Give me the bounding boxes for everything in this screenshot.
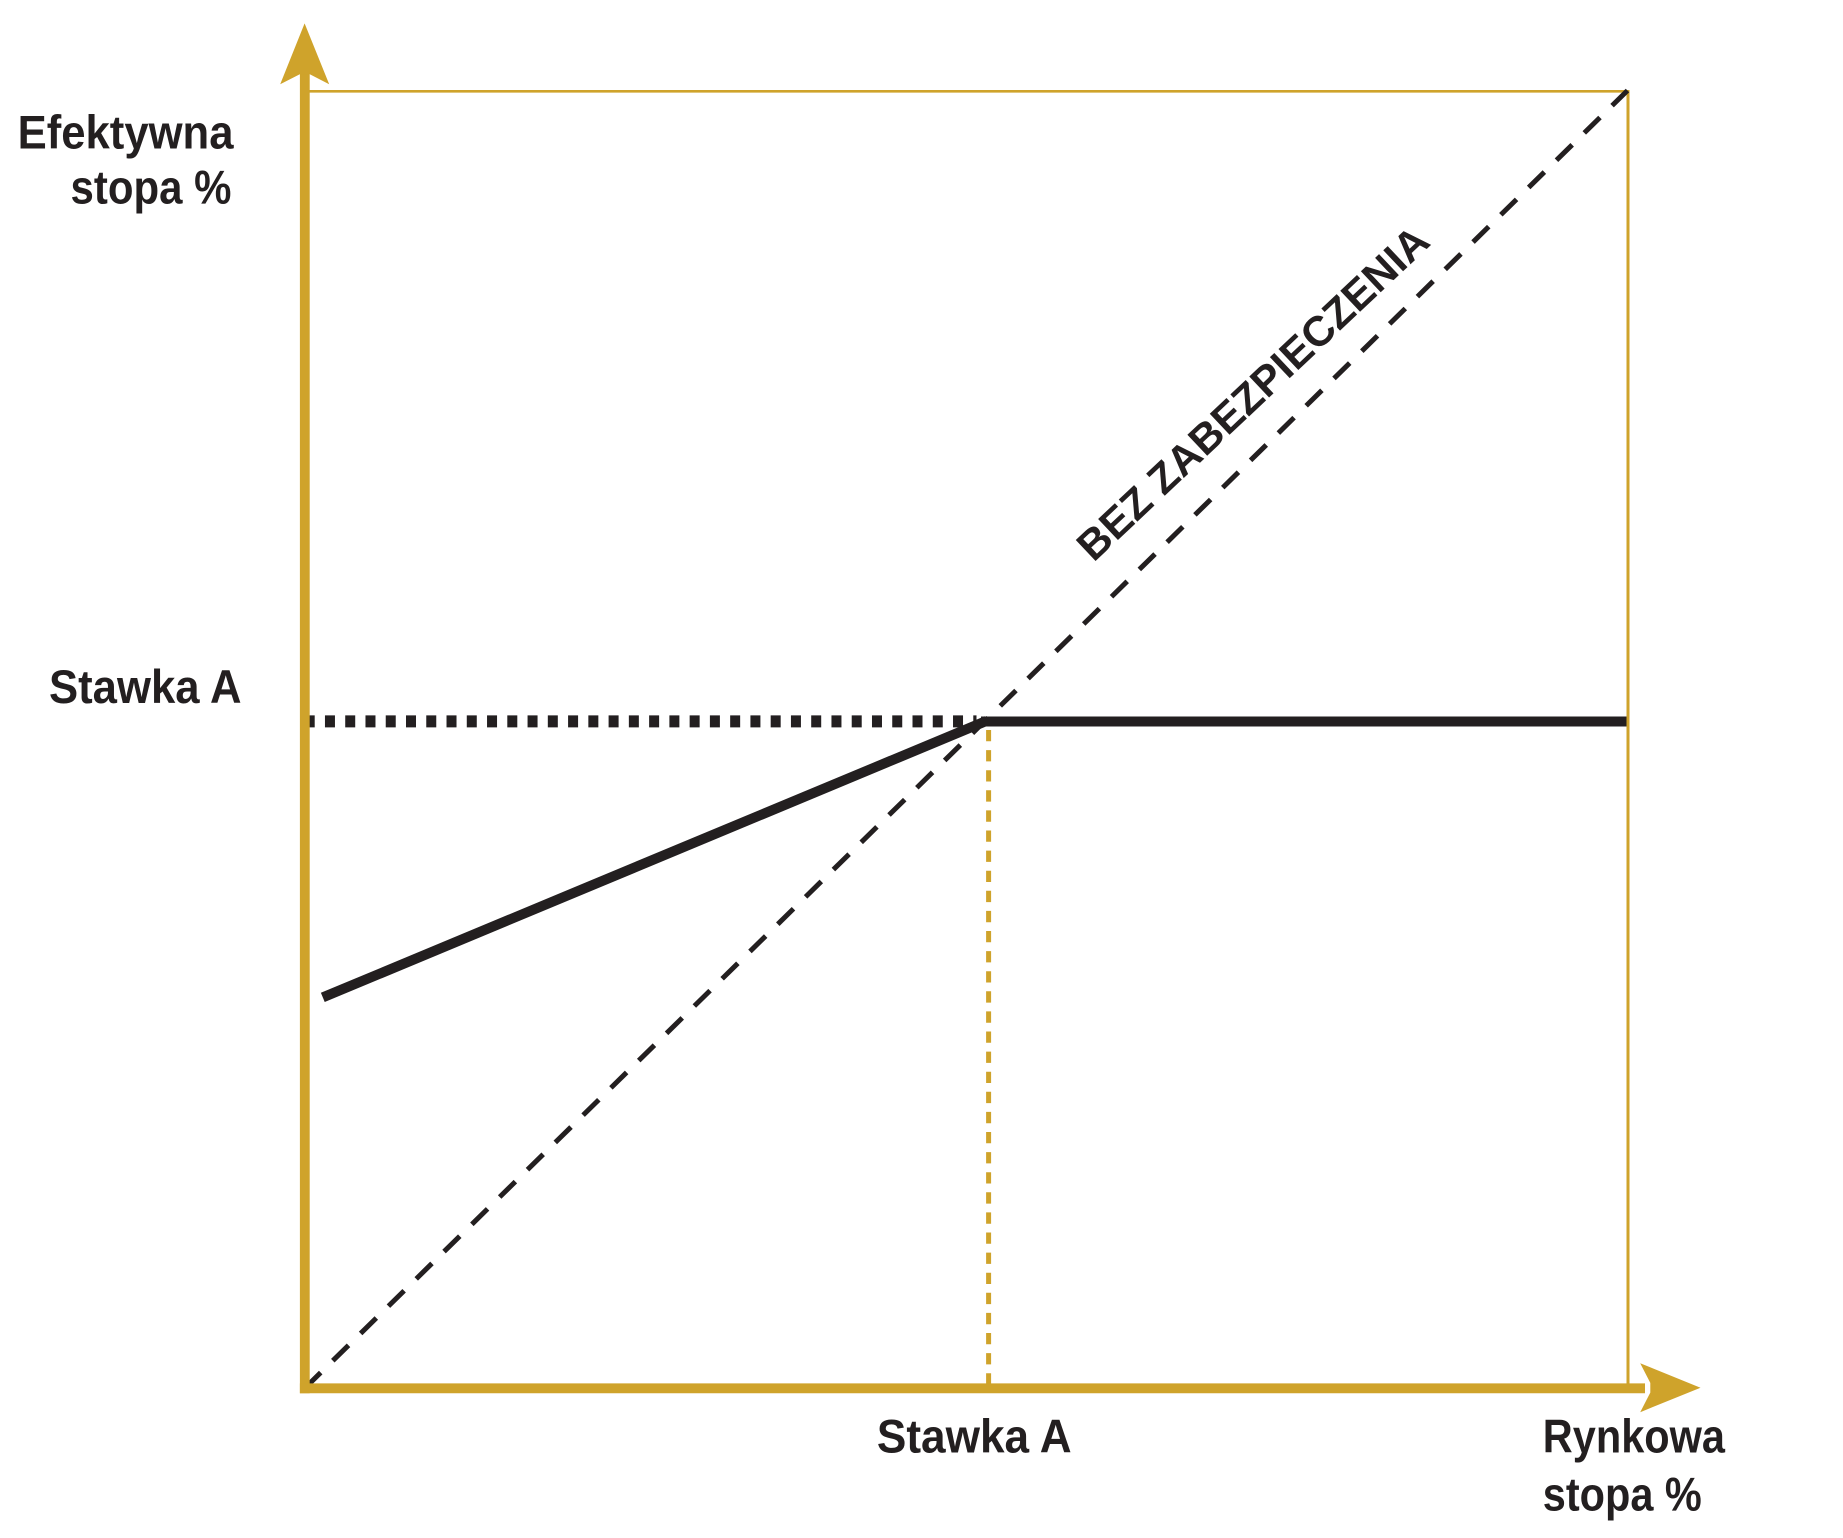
svg-text:Stawka A: Stawka A bbox=[49, 661, 242, 714]
svg-text:Efektywna: Efektywna bbox=[18, 107, 234, 160]
svg-text:Rynkowa: Rynkowa bbox=[1543, 1411, 1726, 1464]
svg-text:Stawka A: Stawka A bbox=[877, 1410, 1072, 1463]
svg-text:stopa %: stopa % bbox=[71, 162, 232, 215]
svg-text:stopa %: stopa % bbox=[1543, 1469, 1702, 1522]
